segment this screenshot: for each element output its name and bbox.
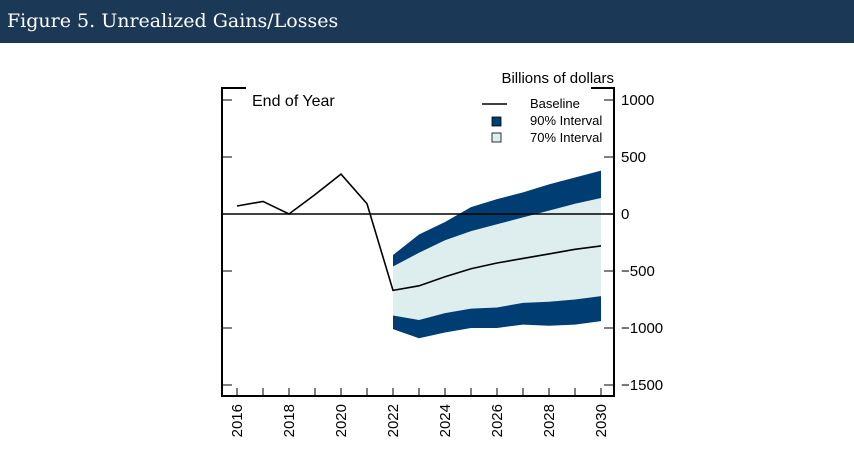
y-tick-label: −1000 xyxy=(621,320,663,337)
y-tick-label: 0 xyxy=(621,206,629,223)
figure-title: Figure 5. Unrealized Gains/Losses xyxy=(7,10,339,32)
plot-frame xyxy=(221,87,615,397)
ci70-band xyxy=(393,198,601,321)
x-tick-label: 2026 xyxy=(489,404,506,437)
figure-header: Figure 5. Unrealized Gains/Losses xyxy=(0,0,854,43)
x-tick-label: 2018 xyxy=(281,404,298,437)
legend-baseline-label: Baseline xyxy=(530,96,580,111)
baseline-series xyxy=(236,173,602,292)
x-tick-label: 2030 xyxy=(593,404,610,437)
legend: Baseline 90% Interval 70% Interval xyxy=(482,96,602,145)
legend-ci90-swatch xyxy=(491,116,502,127)
x-tick-label: 2020 xyxy=(333,404,350,437)
legend-ci70-swatch xyxy=(491,132,502,143)
x-tick-label: 2028 xyxy=(541,404,558,437)
legend-ci90-label: 90% Interval xyxy=(530,113,602,128)
x-tick-label: 2022 xyxy=(385,404,402,437)
y-tick-label: −1500 xyxy=(621,377,663,394)
y-axis-label: Billions of dollars xyxy=(501,70,614,87)
y-tick-label: 1000 xyxy=(621,92,654,109)
legend-ci70-label: 70% Interval xyxy=(530,130,602,145)
panel-label: End of Year xyxy=(252,93,335,110)
y-tick-label: −500 xyxy=(621,263,655,280)
x-tick-label: 2016 xyxy=(229,404,246,437)
x-tick-label: 2024 xyxy=(437,404,454,437)
y-tick-label: 500 xyxy=(621,149,646,166)
